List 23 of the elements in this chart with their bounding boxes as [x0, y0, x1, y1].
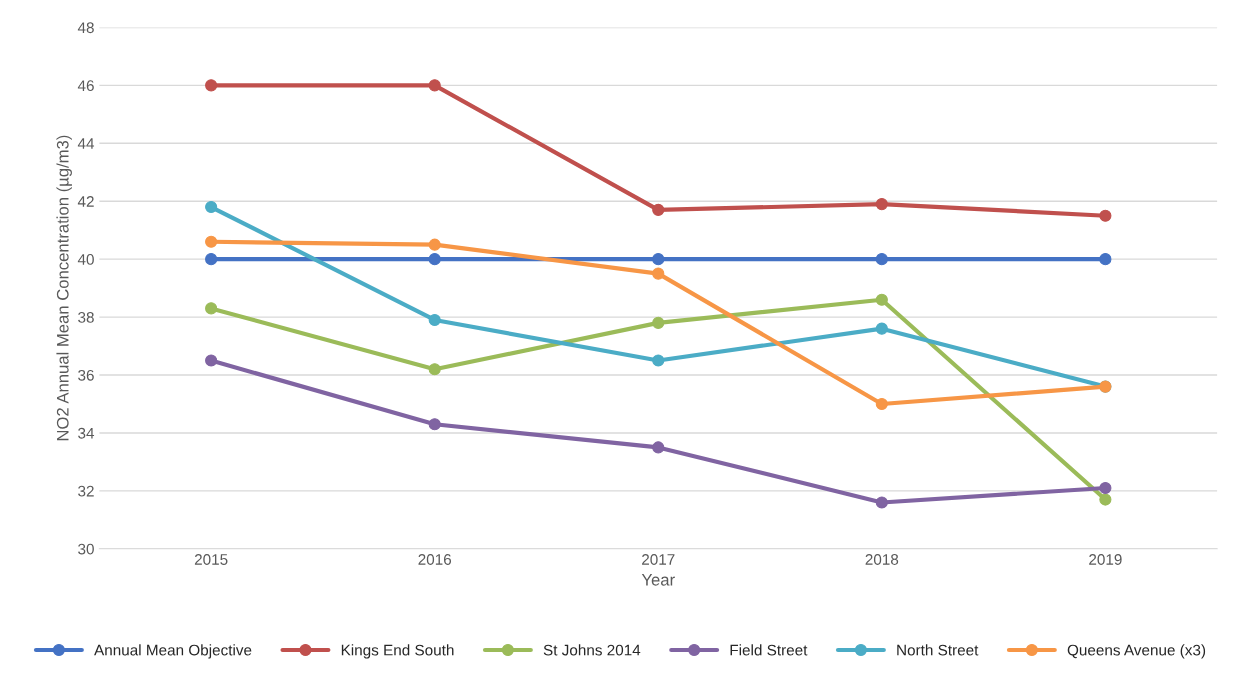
legend-label: Queens Avenue (x3) — [1067, 644, 1206, 659]
y-tick-label: 32 — [78, 485, 94, 497]
y-tick-label: 46 — [77, 80, 94, 92]
x-axis-title: Year — [641, 574, 675, 586]
legend-label: Field Street — [730, 644, 808, 656]
y-tick-label: 44 — [77, 138, 95, 149]
legend-label: St Johns 2014 — [543, 644, 641, 656]
y-tick-label: 40 — [77, 254, 94, 265]
legend-label: Annual Mean Objective — [94, 644, 252, 659]
y-tick-label: 36 — [78, 369, 94, 381]
y-tick-label: 34 — [78, 427, 95, 439]
legend-label: Kings End South — [341, 644, 454, 659]
x-tick-label: 2017 — [642, 554, 675, 565]
x-tick-label: 2019 — [1089, 554, 1122, 565]
y-tick-label: 48 — [77, 22, 94, 34]
y-tick-label: 42 — [77, 196, 94, 207]
x-tick-label: 2015 — [194, 554, 228, 565]
x-tick-label: 2018 — [865, 554, 899, 565]
y-tick-label: 30 — [78, 543, 94, 555]
y-tick-label: 38 — [78, 311, 94, 323]
legend-label: North Street — [897, 644, 979, 656]
x-tick-label: 2016 — [418, 554, 452, 565]
y-axis-title: NO2 Annual Mean Concentration (µg/m3) — [56, 135, 72, 441]
